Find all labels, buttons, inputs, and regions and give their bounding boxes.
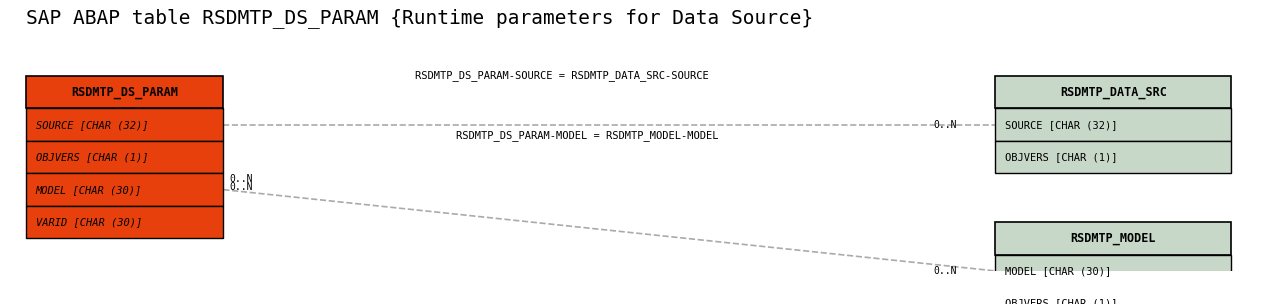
Text: 0..N: 0..N <box>934 119 957 130</box>
Text: RSDMTP_DATA_SRC: RSDMTP_DATA_SRC <box>1060 86 1166 98</box>
Text: 0..N: 0..N <box>230 182 253 192</box>
FancyBboxPatch shape <box>995 255 1231 287</box>
FancyBboxPatch shape <box>26 141 223 173</box>
Text: 0..N: 0..N <box>934 266 957 276</box>
FancyBboxPatch shape <box>995 222 1231 255</box>
FancyBboxPatch shape <box>26 206 223 238</box>
Text: OBJVERS [CHAR (1)]: OBJVERS [CHAR (1)] <box>1005 152 1118 162</box>
Text: MODEL [CHAR (30)]: MODEL [CHAR (30)] <box>1005 266 1111 276</box>
Text: RSDMTP_DS_PARAM-SOURCE = RSDMTP_DATA_SRC-SOURCE: RSDMTP_DS_PARAM-SOURCE = RSDMTP_DATA_SRC… <box>415 71 708 81</box>
Text: MODEL [CHAR (30)]: MODEL [CHAR (30)] <box>36 185 142 195</box>
Text: SAP ABAP table RSDMTP_DS_PARAM {Runtime parameters for Data Source}: SAP ABAP table RSDMTP_DS_PARAM {Runtime … <box>26 8 813 28</box>
Text: RSDMTP_DS_PARAM: RSDMTP_DS_PARAM <box>71 86 177 98</box>
Text: 0..N: 0..N <box>230 174 253 184</box>
Text: OBJVERS [CHAR (1)]: OBJVERS [CHAR (1)] <box>36 152 148 162</box>
FancyBboxPatch shape <box>26 108 223 141</box>
FancyBboxPatch shape <box>26 173 223 206</box>
FancyBboxPatch shape <box>995 141 1231 173</box>
Text: SOURCE [CHAR (32)]: SOURCE [CHAR (32)] <box>1005 119 1118 130</box>
Text: OBJVERS [CHAR (1)]: OBJVERS [CHAR (1)] <box>1005 299 1118 304</box>
Text: SOURCE [CHAR (32)]: SOURCE [CHAR (32)] <box>36 119 148 130</box>
FancyBboxPatch shape <box>26 76 223 108</box>
Text: RSDMTP_DS_PARAM-MODEL = RSDMTP_MODEL-MODEL: RSDMTP_DS_PARAM-MODEL = RSDMTP_MODEL-MOD… <box>456 130 718 141</box>
FancyBboxPatch shape <box>995 287 1231 304</box>
FancyBboxPatch shape <box>995 108 1231 141</box>
Text: VARID [CHAR (30)]: VARID [CHAR (30)] <box>36 217 142 227</box>
FancyBboxPatch shape <box>995 76 1231 108</box>
Text: RSDMTP_MODEL: RSDMTP_MODEL <box>1071 232 1156 245</box>
